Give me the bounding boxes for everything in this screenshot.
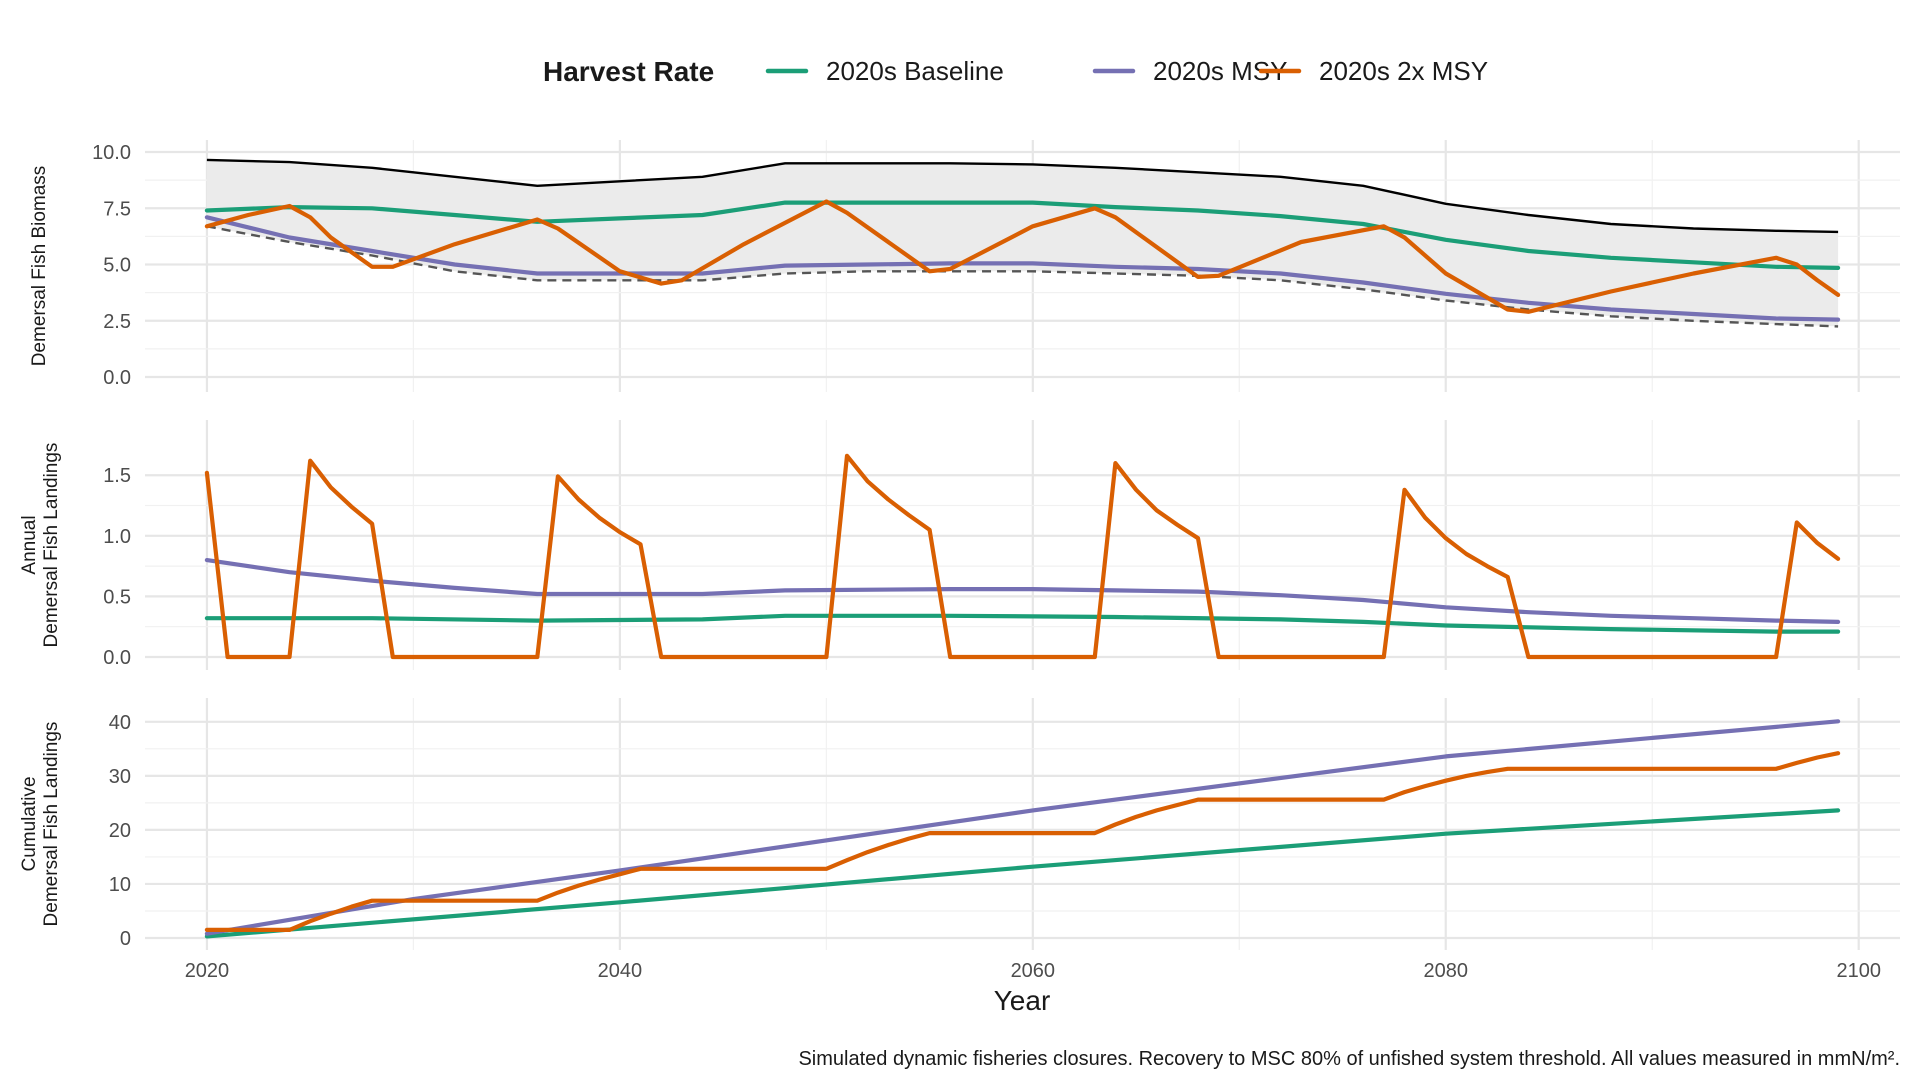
y-axis-label: Demersal Fish Landings <box>41 722 62 927</box>
series-line-2020s-baseline <box>204 613 1841 634</box>
y-tick-label: 10 <box>109 874 131 896</box>
y-tick-label: 0.5 <box>103 586 131 608</box>
series-line-2020s-msy <box>204 557 1841 625</box>
y-tick-label: 30 <box>109 766 131 788</box>
reference-line-solid <box>206 158 1839 234</box>
series-line-2020s-baseline <box>204 808 1841 939</box>
x-axis: 2020 2040 2060 2080 2100 <box>185 960 1881 982</box>
y-tick-label: 7.5 <box>103 198 131 220</box>
y-tick-label: 20 <box>109 820 131 842</box>
series-line-2020s-msy <box>204 719 1841 936</box>
y-axis-label: Demersal Fish Landings <box>41 443 62 648</box>
legend-title: Harvest Rate <box>543 56 714 87</box>
legend-label: 2020s 2x MSY <box>1319 56 1488 86</box>
y-tick-label: 10.0 <box>92 142 131 164</box>
legend-item: 2020s Baseline <box>765 56 1004 86</box>
x-tick-label: 2060 <box>1011 960 1056 982</box>
panel-1: 0.0 2.5 5.0 7.5 10.0 Demersal Fish Biomass <box>29 140 1900 392</box>
x-tick-label: 2040 <box>598 960 643 982</box>
x-tick-label: 2080 <box>1424 960 1469 982</box>
x-axis-label: Year <box>994 985 1051 1016</box>
y-tick-label: 1.5 <box>103 465 131 487</box>
y-tick-label: 5.0 <box>103 255 131 277</box>
y-tick-label: 0.0 <box>103 367 131 389</box>
y-tick-label: 1.0 <box>103 526 131 548</box>
legend-item: 2020s 2x MSY <box>1258 56 1488 86</box>
x-tick-label: 2020 <box>185 960 230 982</box>
panel-2: 0.0 0.5 1.0 1.5 Annual Demersal Fish Landings <box>19 420 1900 670</box>
caption: Simulated dynamic fisheries closures. Re… <box>798 1048 1900 1070</box>
series-line-2020s-2x-msy <box>204 751 1841 933</box>
y-axis-label: Demersal Fish Biomass <box>29 166 50 367</box>
series-line-2020s-2x-msy <box>204 199 1841 314</box>
series-line-2020s-2x-msy <box>204 453 1841 660</box>
legend: Harvest Rate 2020s Baseline 2020s MSY 2020… <box>543 56 1488 87</box>
series-line-2020s-baseline <box>204 200 1841 270</box>
reference-line-dashed <box>206 225 1839 328</box>
x-tick-label: 2100 <box>1836 960 1881 982</box>
y-tick-label: 0 <box>120 928 131 950</box>
y-tick-label: 2.5 <box>103 311 131 333</box>
y-axis-label: Cumulative <box>19 776 40 871</box>
y-axis-label: Annual <box>19 515 40 574</box>
y-tick-label: 40 <box>109 712 131 734</box>
series-line-2020s-msy <box>204 215 1841 322</box>
legend-label: 2020s Baseline <box>826 56 1004 86</box>
legend-item: 2020s MSY <box>1092 56 1287 86</box>
y-tick-label: 0.0 <box>103 647 131 669</box>
panel-3: 0 10 20 30 40 Cumulative Demersal Fish Landing… <box>19 698 1900 950</box>
